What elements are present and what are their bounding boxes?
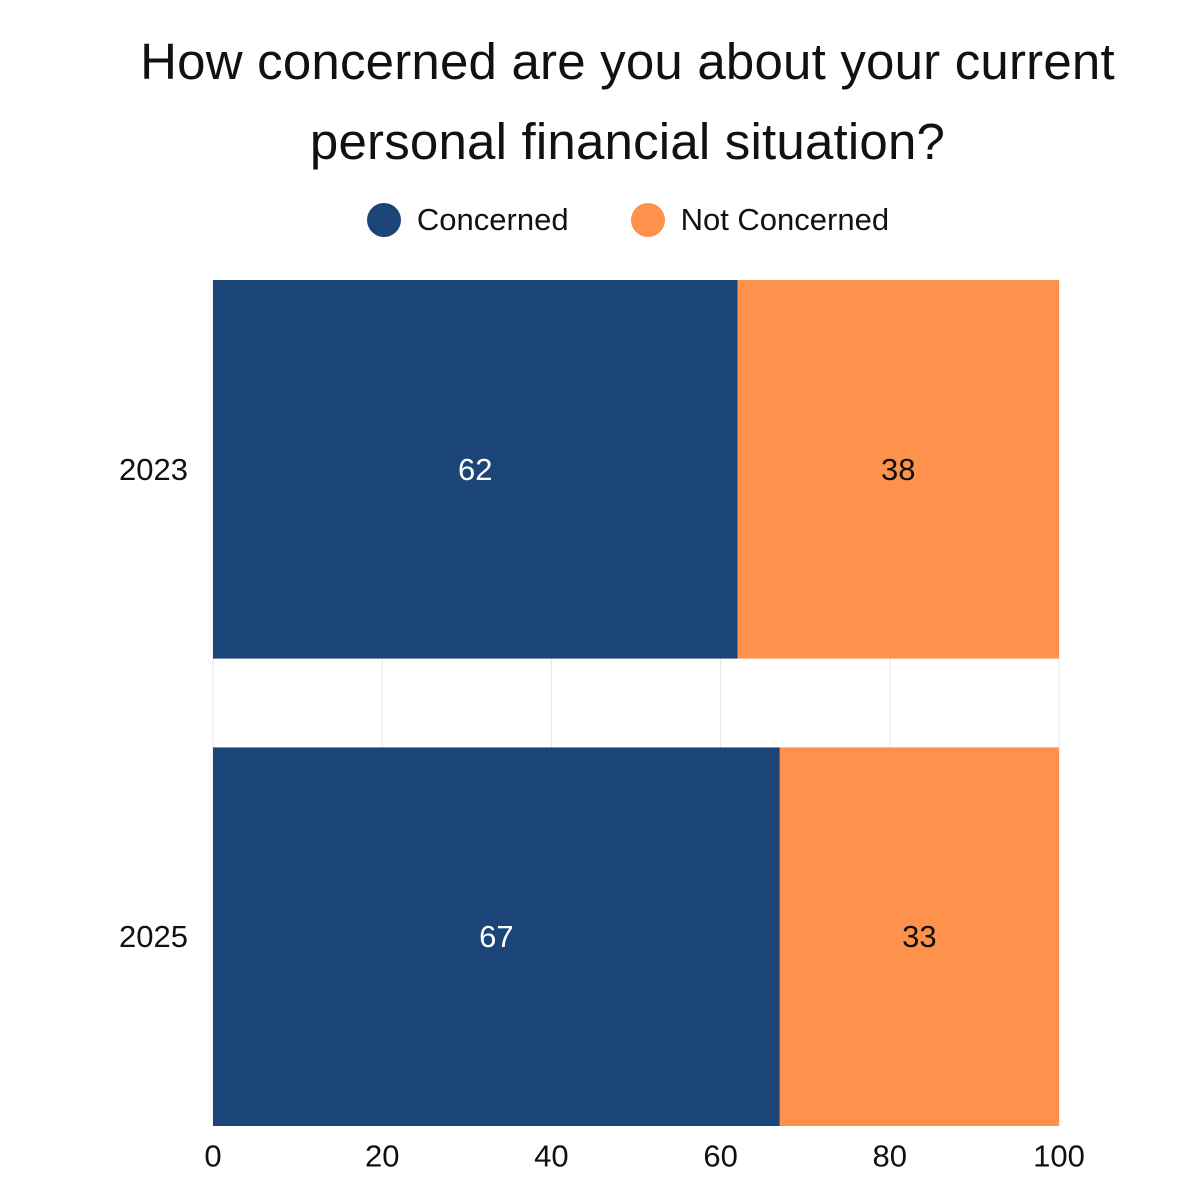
x-tick-label-20: 20 bbox=[365, 1139, 399, 1174]
chart-title: How concerned are you about your current… bbox=[140, 33, 1115, 170]
category-label-2025: 2025 bbox=[119, 919, 188, 954]
legend-swatch-not-concerned bbox=[630, 203, 665, 237]
x-tick-label-0: 0 bbox=[204, 1139, 221, 1174]
bar-concerned-2023 bbox=[213, 280, 738, 659]
data-label-not-concerned-2025: 33 bbox=[902, 919, 936, 954]
data-label-not-concerned-2023: 38 bbox=[881, 452, 915, 487]
data-label-concerned-2023: 62 bbox=[458, 452, 492, 487]
bar-not-concerned-2023 bbox=[737, 280, 1059, 659]
legend-item-not-concerned: Not Concerned bbox=[630, 198, 890, 242]
x-tick-label-80: 80 bbox=[873, 1139, 907, 1174]
bar-concerned-2025 bbox=[213, 747, 780, 1126]
bar-not-concerned-2025 bbox=[779, 747, 1059, 1126]
legend-label-not-concerned: Not Concerned bbox=[680, 202, 890, 237]
x-tick-label-40: 40 bbox=[534, 1139, 568, 1174]
legend: Concerned Not Concerned bbox=[0, 198, 1200, 242]
legend-label-concerned: Concerned bbox=[416, 202, 569, 237]
x-tick-label-60: 60 bbox=[703, 1139, 737, 1174]
data-label-concerned-2025: 67 bbox=[479, 919, 513, 954]
x-tick-label-100: 100 bbox=[1033, 1139, 1085, 1174]
legend-item-concerned: Concerned bbox=[366, 198, 569, 242]
category-label-2023: 2023 bbox=[119, 452, 188, 487]
legend-swatch-concerned bbox=[366, 203, 401, 237]
